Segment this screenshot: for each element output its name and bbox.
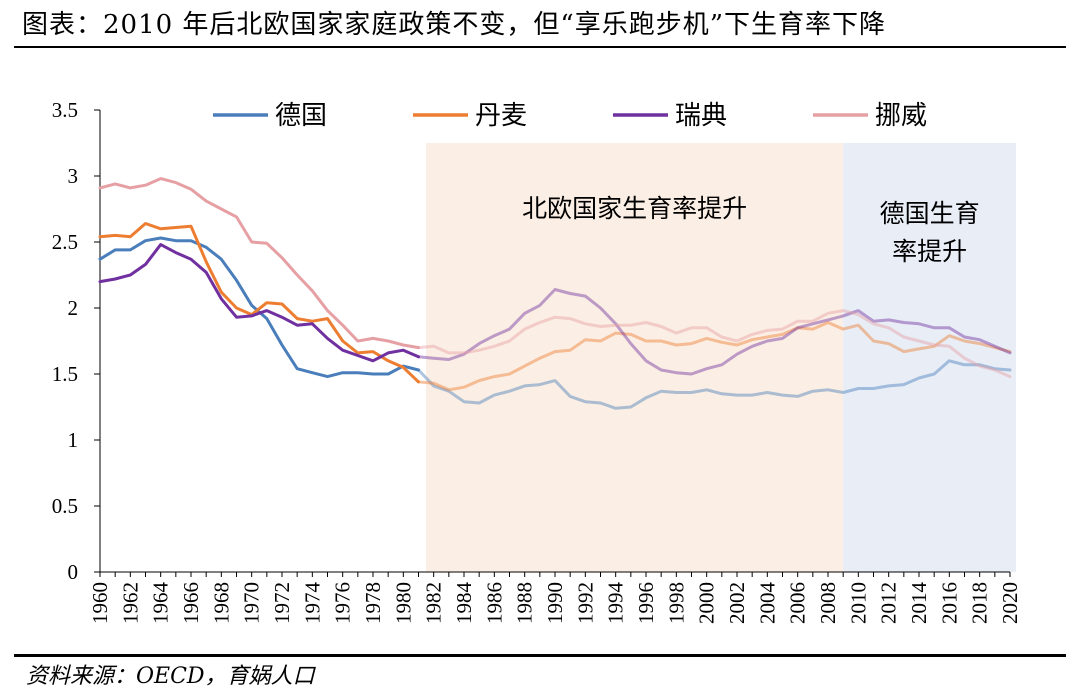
x-tick-label: 2014 xyxy=(907,582,931,625)
x-tick-label: 1994 xyxy=(604,582,628,625)
y-tick-label: 1 xyxy=(68,428,79,452)
x-tick-label: 2018 xyxy=(968,582,992,624)
x-tick-label: 1966 xyxy=(179,582,203,624)
legend-label-4: 挪威 xyxy=(875,101,927,131)
x-tick-label: 1960 xyxy=(88,582,112,624)
x-tick-label: 1964 xyxy=(149,582,173,625)
footer-divider xyxy=(14,654,1066,657)
series-line-3-muted xyxy=(417,288,1012,376)
region-label-nordic: 北欧国家生育率提升 xyxy=(522,194,747,223)
x-tick-label: 1962 xyxy=(118,582,142,624)
x-tick-label: 1970 xyxy=(240,582,264,624)
y-tick-label: 2 xyxy=(68,296,79,320)
x-tick-label: 1986 xyxy=(482,582,506,624)
series-line-4 xyxy=(98,177,420,350)
x-tick-label: 2016 xyxy=(937,582,961,624)
series-line-4-muted xyxy=(417,309,1012,379)
chart-title: 图表：2010 年后北欧国家家庭政策不变，但“享乐跑步机”下生育率下降 xyxy=(22,10,887,40)
x-tick-label: 1968 xyxy=(209,582,233,624)
y-tick-label: 2.5 xyxy=(52,230,78,254)
legend-label-2: 丹麦 xyxy=(475,101,527,131)
x-tick-label: 1988 xyxy=(513,582,537,624)
x-tick-label: 1976 xyxy=(331,582,355,624)
y-tick-label: 0.5 xyxy=(52,494,78,518)
highlight-region-1 xyxy=(426,143,844,572)
x-tick-label: 1972 xyxy=(270,582,294,624)
x-tick-label: 2002 xyxy=(725,582,749,624)
x-tick-label: 1990 xyxy=(543,582,567,624)
x-tick-label: 1974 xyxy=(300,582,324,625)
legend-label-3: 瑞典 xyxy=(675,101,727,131)
series-line-2 xyxy=(98,222,420,384)
y-tick-label: 3.5 xyxy=(52,98,78,122)
x-tick-label: 1980 xyxy=(391,582,415,624)
x-tick-label: 2010 xyxy=(846,582,870,624)
y-tick-label: 0 xyxy=(68,560,79,584)
x-tick-label: 2020 xyxy=(998,582,1022,624)
x-tick-label: 1982 xyxy=(422,582,446,624)
y-tick-label: 3 xyxy=(68,164,79,188)
series-line-1-muted xyxy=(417,359,1012,410)
highlight-region-2 xyxy=(843,143,1017,572)
x-tick-label: 2004 xyxy=(755,582,779,625)
legend-label-1: 德国 xyxy=(275,101,327,131)
title-divider xyxy=(14,46,1066,48)
x-tick-label: 1996 xyxy=(634,582,658,624)
source-note: 资料来源：OECD，育娲人口 xyxy=(26,664,315,689)
x-tick-label: 1984 xyxy=(452,582,476,625)
region-label-germany-line-2: 率提升 xyxy=(892,237,967,266)
x-tick-label: 1992 xyxy=(573,582,597,624)
region-label-germany-line-1: 德国生育 xyxy=(880,199,980,228)
series-line-3 xyxy=(98,243,420,363)
series-line-2-muted xyxy=(417,321,1012,392)
x-tick-label: 2006 xyxy=(786,582,810,624)
x-tick-label: 1978 xyxy=(361,582,385,624)
x-tick-label: 1998 xyxy=(664,582,688,624)
x-tick-label: 2012 xyxy=(877,582,901,624)
y-tick-label: 1.5 xyxy=(52,362,78,386)
x-tick-label: 2000 xyxy=(695,582,719,624)
x-tick-label: 2008 xyxy=(816,582,840,624)
